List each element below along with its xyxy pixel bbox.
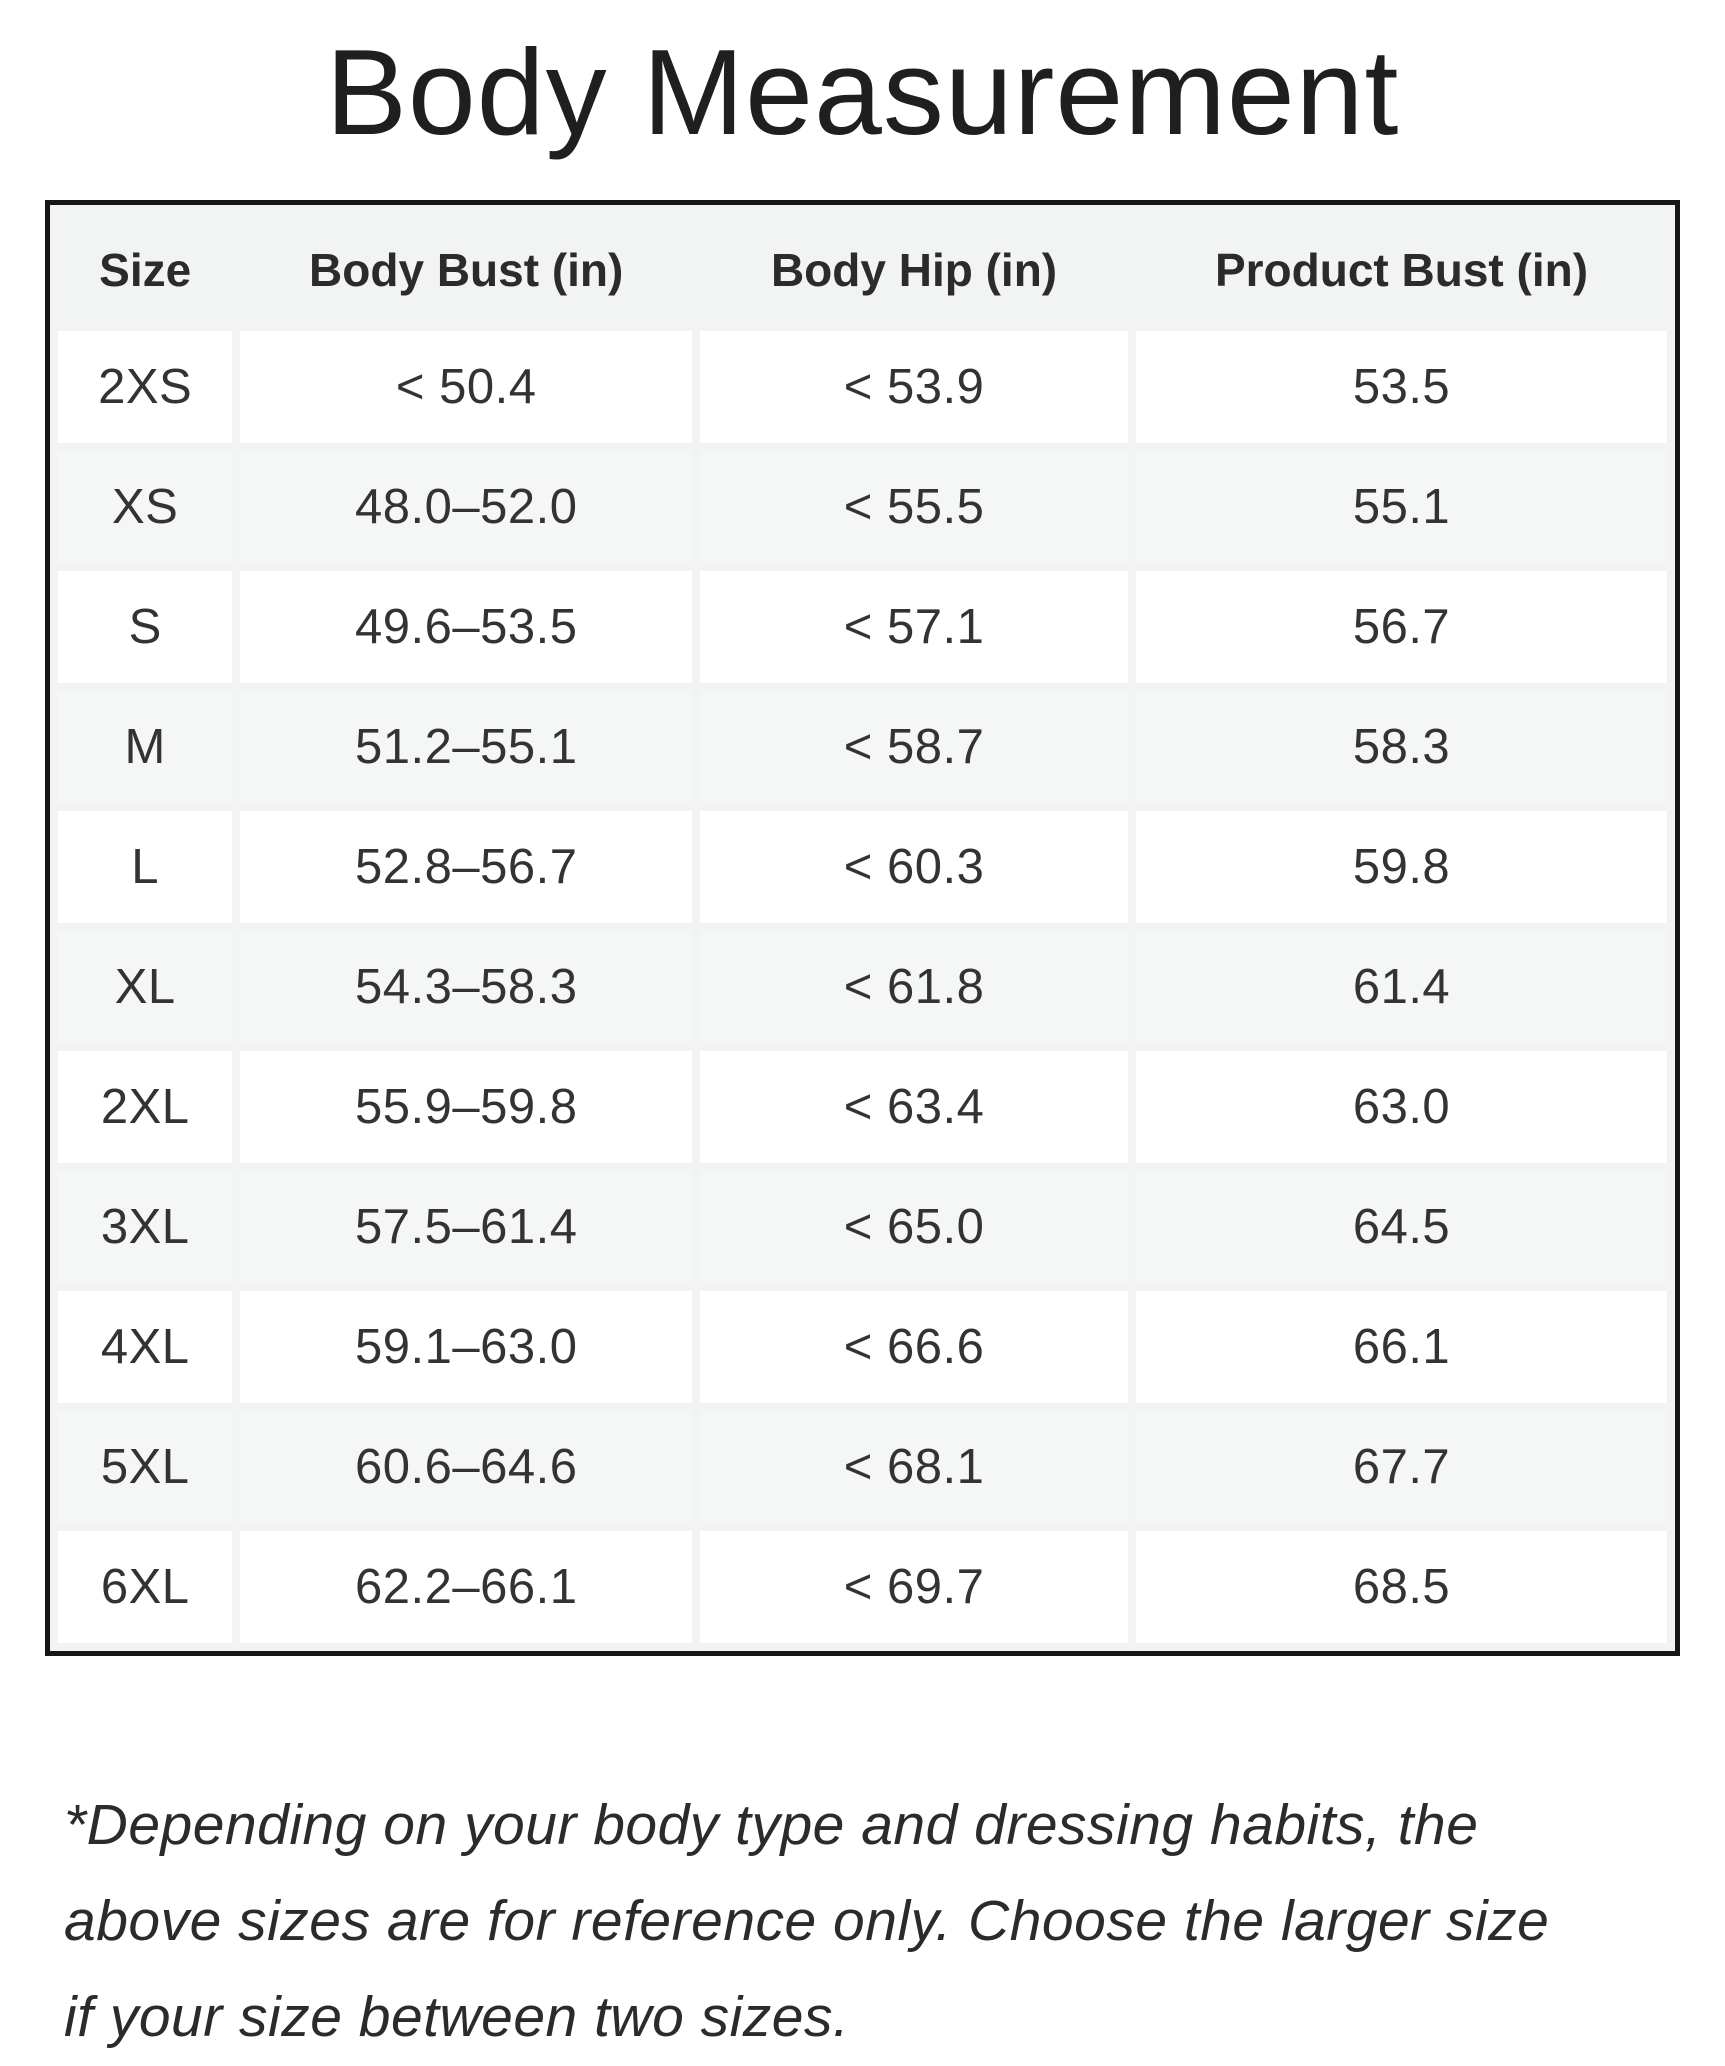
product-bust-cell: 63.0 xyxy=(1136,1051,1667,1164)
table-body: 2XS < 50.4 < 53.9 53.5 XS 48.0–52.0 < 55.5 55.1… xyxy=(58,331,1667,1644)
size-cell: 4XL xyxy=(58,1291,233,1404)
table-row: 2XL 55.9–59.8 < 63.4 63.0 xyxy=(58,1051,1667,1164)
size-cell: 3XL xyxy=(58,1171,233,1284)
column-header-3: Product Bust (in) xyxy=(1214,244,1589,297)
size-cell: 2XS xyxy=(58,331,233,444)
product-bust-cell: 67.7 xyxy=(1136,1411,1667,1524)
body-hip-cell: < 65.0 xyxy=(700,1171,1128,1284)
table-row: S 49.6–53.5 < 57.1 56.7 xyxy=(58,571,1667,684)
table-row: 3XL 57.5–61.4 < 65.0 64.5 xyxy=(58,1171,1667,1284)
table-row: L 52.8–56.7 < 60.3 59.8 xyxy=(58,811,1667,924)
measurement-table-frame: Size Body Bust (in) Body Hip (in) Product B… xyxy=(45,200,1680,1657)
product-bust-cell: 53.5 xyxy=(1136,331,1667,444)
body-bust-cell: 62.2–66.1 xyxy=(240,1531,693,1644)
table-row: XL 54.3–58.3 < 61.8 61.4 xyxy=(58,931,1667,1044)
size-cell: 6XL xyxy=(58,1531,233,1644)
column-header-1: Body Bust (in) xyxy=(309,244,624,297)
body-hip-cell: < 60.3 xyxy=(700,811,1128,924)
body-bust-cell: 52.8–56.7 xyxy=(240,811,693,924)
body-bust-cell: < 50.4 xyxy=(240,331,693,444)
product-bust-cell: 55.1 xyxy=(1136,451,1667,564)
body-bust-cell: 54.3–58.3 xyxy=(240,931,693,1044)
product-bust-cell: 66.1 xyxy=(1136,1291,1667,1404)
body-hip-cell: < 53.9 xyxy=(700,331,1128,444)
body-hip-cell: < 66.6 xyxy=(700,1291,1128,1404)
table-row: 6XL 62.2–66.1 < 69.7 68.5 xyxy=(58,1531,1667,1644)
product-bust-cell: 64.5 xyxy=(1136,1171,1667,1284)
body-hip-cell: < 69.7 xyxy=(700,1531,1128,1644)
size-cell: XL xyxy=(58,931,233,1044)
body-hip-cell: < 63.4 xyxy=(700,1051,1128,1164)
size-cell: L xyxy=(58,811,233,924)
body-bust-cell: 49.6–53.5 xyxy=(240,571,693,684)
size-cell: S xyxy=(58,571,233,684)
body-bust-cell: 57.5–61.4 xyxy=(240,1171,693,1284)
body-hip-cell: < 55.5 xyxy=(700,451,1128,564)
column-header-0: Size xyxy=(99,244,192,297)
size-cell: 2XL xyxy=(58,1051,233,1164)
table-row: 2XS < 50.4 < 53.9 53.5 xyxy=(58,331,1667,444)
product-bust-cell: 68.5 xyxy=(1136,1531,1667,1644)
product-bust-cell: 59.8 xyxy=(1136,811,1667,924)
table-row: XS 48.0–52.0 < 55.5 55.1 xyxy=(58,451,1667,564)
body-hip-cell: < 57.1 xyxy=(700,571,1128,684)
product-bust-cell: 56.7 xyxy=(1136,571,1667,684)
table-row: M 51.2–55.1 < 58.7 58.3 xyxy=(58,691,1667,804)
body-bust-cell: 59.1–63.0 xyxy=(240,1291,693,1404)
product-bust-cell: 58.3 xyxy=(1136,691,1667,804)
page-title: Body Measurement xyxy=(325,24,1400,160)
body-hip-cell: < 58.7 xyxy=(700,691,1128,804)
body-bust-cell: 48.0–52.0 xyxy=(240,451,693,564)
body-hip-cell: < 68.1 xyxy=(700,1411,1128,1524)
table-row: 5XL 60.6–64.6 < 68.1 67.7 xyxy=(58,1411,1667,1524)
body-hip-cell: < 61.8 xyxy=(700,931,1128,1044)
measurement-table: Size Body Bust (in) Body Hip (in) Product B… xyxy=(50,205,1675,1651)
footnote: *Depending on your body type and dressin… xyxy=(64,1793,1550,2049)
body-bust-cell: 51.2–55.1 xyxy=(240,691,693,804)
size-cell: XS xyxy=(58,451,233,564)
table-header-row: Size Body Bust (in) Body Hip (in) Product B… xyxy=(58,213,1667,323)
column-header-2: Body Hip (in) xyxy=(770,244,1058,297)
product-bust-cell: 61.4 xyxy=(1136,931,1667,1044)
size-cell: 5XL xyxy=(58,1411,233,1524)
table-row: 4XL 59.1–63.0 < 66.6 66.1 xyxy=(58,1291,1667,1404)
body-bust-cell: 55.9–59.8 xyxy=(240,1051,693,1164)
size-cell: M xyxy=(58,691,233,804)
body-bust-cell: 60.6–64.6 xyxy=(240,1411,693,1524)
